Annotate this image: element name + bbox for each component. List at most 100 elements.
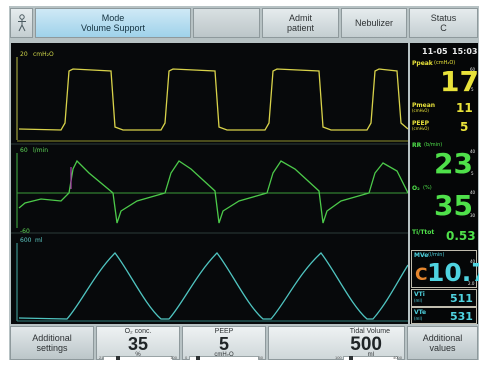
top-bar: Mode Volume Support Admit patient Nebuli…	[9, 6, 479, 40]
mve-alarm-low: 2.0	[468, 281, 475, 286]
mve-unit: (l/min)	[428, 252, 445, 258]
vti-value: 511	[450, 292, 473, 305]
o2-unit: (%)	[423, 185, 432, 191]
o2-alarm-high: 40	[470, 190, 476, 195]
mode-value: Volume Support	[80, 23, 146, 33]
ppeak-label: Ppeak	[412, 60, 433, 67]
flow-scale-bottom: -60	[20, 228, 30, 235]
titot-value: 0.53	[446, 229, 476, 243]
mve-compensation-flag: C	[415, 265, 428, 285]
mve-alarm-high: 40	[470, 259, 476, 264]
waveform-canvas	[11, 57, 408, 322]
measured-values-panel: 11-05 15:03 Ppeak (cmH₂O) 17 60 5 Pmean …	[410, 43, 479, 324]
tidal-volume-min: 100	[335, 355, 342, 360]
mve-label: MVe	[414, 252, 429, 259]
mode-title: Mode	[101, 13, 125, 23]
tidal-volume-max: 4000	[393, 355, 402, 360]
peep-setting-value: 5	[218, 334, 229, 354]
vte-label: VTe	[414, 309, 427, 316]
ppeak-unit: (cmH₂O)	[434, 60, 456, 66]
vte-box: VTe (ml) 531	[411, 307, 477, 324]
status-button[interactable]: Status C	[409, 8, 478, 38]
ppeak-alarm-high: 60	[470, 67, 476, 72]
tidal-volume-unit: ml	[367, 352, 374, 358]
additional-values-label-2: values	[429, 343, 456, 353]
additional-settings-label-1: Additional	[32, 333, 72, 343]
pmean-value: 11	[456, 101, 473, 115]
admit-label-1: Admit	[288, 13, 312, 23]
rr-unit: (b/min)	[424, 142, 443, 148]
o2-conc-unit: %	[135, 352, 141, 358]
person-icon	[17, 14, 26, 32]
pressure-unit: cmH₂O	[33, 51, 54, 58]
o2-value: 35	[434, 189, 473, 222]
time: 15:03	[452, 47, 478, 56]
tidal-volume-label: Tidal Volume	[349, 328, 390, 335]
titot-label: Ti/Ttot	[412, 229, 435, 236]
volume-unit: ml	[35, 237, 43, 244]
pressure-waveform	[18, 68, 408, 131]
nebulizer-label: Nebulizer	[354, 18, 394, 28]
o2-conc-slider[interactable]	[103, 356, 173, 360]
rr-alarm-high: 40	[470, 149, 476, 154]
pmean-unit: (cmH₂O)	[412, 108, 429, 113]
flow-scale-top: 60	[20, 147, 28, 154]
date: 11-05	[422, 47, 448, 56]
vte-value: 531	[450, 310, 473, 323]
nebulizer-button[interactable]: Nebulizer	[341, 8, 407, 38]
rr-alarm-low: 5	[471, 171, 474, 176]
o2-conc-label: O₂ conc.	[124, 328, 152, 335]
o2-label: O₂	[412, 185, 420, 192]
admit-label-2: patient	[286, 23, 315, 33]
pressure-scale-top: 20	[20, 51, 28, 58]
ventilator-screen: Mode Volume Support Admit patient Nebuli…	[9, 6, 479, 360]
tidal-volume-slider[interactable]	[343, 356, 398, 360]
admit-patient-button[interactable]: Admit patient	[262, 8, 339, 38]
peep-setting-unit: cmH₂O	[214, 352, 234, 358]
peep-slider-knob[interactable]	[196, 356, 200, 360]
mve-value: 10.7	[427, 258, 479, 287]
waveform-area: 20 cmH₂O 60 l/min -60 600 ml	[11, 43, 408, 324]
o2-conc-control[interactable]: O₂ conc. 35 % 21 100	[96, 326, 180, 360]
o2-conc-slider-knob[interactable]	[116, 356, 120, 360]
additional-values-label-1: Additional	[422, 333, 463, 343]
peep-min: 0	[185, 355, 188, 360]
rr-label: RR	[412, 142, 422, 149]
peep-max: 50	[258, 355, 263, 360]
pmean-label: Pmean	[412, 102, 436, 109]
vte-unit: (ml)	[414, 316, 423, 321]
flow-waveform	[18, 159, 408, 224]
volume-waveform	[18, 252, 408, 320]
peep-slider[interactable]	[189, 356, 259, 360]
o2-conc-value: 35	[127, 334, 149, 354]
o2-conc-max: 100	[170, 355, 177, 360]
peep-label: PEEP	[412, 120, 429, 127]
tidal-volume-value: 500	[350, 334, 382, 355]
peep-unit: (cmH₂O)	[412, 126, 429, 131]
peep-setting-label: PEEP	[214, 328, 234, 335]
ppeak-value: 17	[440, 65, 479, 98]
empty-button[interactable]	[193, 8, 260, 38]
tidal-volume-slider-knob[interactable]	[349, 356, 353, 360]
ppeak-alarm-low: 5	[471, 87, 474, 92]
status-title: Status	[430, 13, 457, 23]
status-value: C	[440, 23, 447, 33]
mode-button[interactable]: Mode Volume Support	[35, 8, 191, 38]
bottom-bar: Additional settings O₂ conc. 35 % 21 100…	[9, 326, 479, 360]
o2-alarm-low: 30	[470, 213, 476, 218]
rr-value: 23	[434, 147, 473, 180]
additional-settings-button[interactable]: Additional settings	[10, 326, 94, 360]
additional-values-button[interactable]: Additional values	[407, 326, 478, 360]
flow-unit: l/min	[33, 147, 49, 154]
tidal-volume-control[interactable]: Tidal Volume 500 ml 100 4000	[268, 326, 405, 360]
peep-control[interactable]: PEEP 5 cmH₂O 0 50	[182, 326, 266, 360]
vti-box: VTi (ml) 511	[411, 289, 477, 307]
o2-conc-min: 21	[99, 355, 104, 360]
vti-unit: (ml)	[414, 298, 423, 303]
patient-button[interactable]	[10, 8, 33, 38]
volume-scale-top: 600	[20, 237, 32, 244]
mve-box: MVe (l/min) C 10.7 40 2.0	[411, 250, 479, 288]
additional-settings-label-2: settings	[36, 343, 68, 353]
peep-value: 5	[460, 120, 469, 134]
vti-label: VTi	[414, 291, 425, 298]
